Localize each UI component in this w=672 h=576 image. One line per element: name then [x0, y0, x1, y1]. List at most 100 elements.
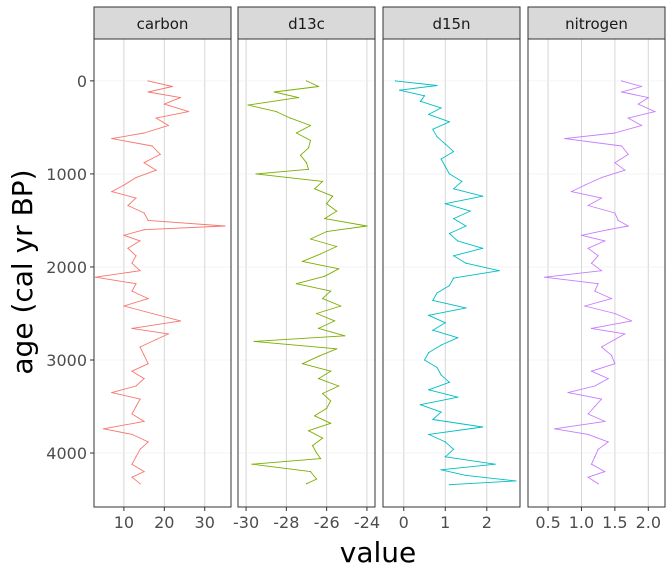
data-point [289, 117, 291, 119]
data-point [452, 217, 455, 220]
data-point [432, 418, 434, 421]
data-point [307, 430, 310, 432]
data-point [320, 253, 322, 255]
data-point [307, 168, 310, 170]
data-point [309, 238, 312, 240]
data-point [428, 433, 430, 436]
data-point [127, 204, 129, 207]
data-point [330, 370, 332, 372]
data-point [604, 420, 606, 423]
data-point [436, 366, 438, 369]
data-point [143, 354, 145, 356]
data-point [131, 413, 133, 415]
data-point [544, 276, 546, 278]
data-point [469, 210, 471, 212]
data-point [564, 137, 566, 140]
data-point [607, 378, 609, 380]
data-point [275, 110, 277, 113]
data-point [135, 385, 137, 387]
x-axis-title: value [340, 536, 416, 569]
data-point [610, 354, 613, 356]
data-point [147, 91, 149, 93]
data-point [594, 456, 596, 458]
data-point [604, 471, 606, 473]
data-point [103, 428, 105, 430]
data-point [587, 476, 589, 478]
panel-border [93, 38, 232, 508]
data-point [452, 448, 455, 450]
data-point [620, 80, 623, 82]
data-point [313, 188, 316, 190]
data-point [131, 370, 133, 372]
x-tick-label: -30 [233, 513, 259, 532]
data-point [448, 484, 451, 486]
data-point [143, 420, 145, 423]
data-point [334, 320, 336, 322]
facet-strip [382, 6, 521, 40]
data-point [614, 312, 616, 315]
y-tick-label: 1000 [46, 165, 87, 184]
y-axis: 0 1000 2000 3000 4000 [46, 72, 94, 463]
data-point [448, 173, 451, 175]
data-point [159, 153, 161, 155]
data-point [440, 374, 442, 376]
x-tick-label: 0 [399, 513, 409, 532]
data-point [305, 483, 308, 485]
panel-d15n: d15n 0 1 2 [382, 6, 521, 532]
data-point [457, 396, 459, 398]
data-point [515, 480, 517, 482]
data-point [251, 463, 253, 465]
data-point [326, 407, 328, 409]
data-point [604, 240, 606, 242]
data-point [305, 80, 308, 82]
data-point [143, 378, 145, 380]
data-point [139, 240, 141, 242]
data-point [127, 247, 129, 249]
data-point [584, 184, 586, 186]
data-point [299, 154, 302, 156]
data-point [273, 91, 275, 93]
x-tick-label: 2 [482, 513, 492, 532]
data-point [155, 169, 157, 171]
data-point [614, 132, 616, 134]
data-point [253, 340, 255, 342]
x-tick-label: 2.0 [636, 513, 661, 532]
data-point [597, 483, 599, 485]
data-point [567, 391, 569, 394]
data-point [123, 234, 125, 236]
facet-strip [237, 6, 376, 40]
facet-strip-label: carbon [137, 15, 189, 33]
x-tick-label: 30 [195, 513, 215, 532]
data-point [131, 433, 133, 436]
x-tick-label: -24 [354, 513, 380, 532]
data-point [322, 297, 324, 300]
data-point [444, 456, 446, 458]
data-point [641, 124, 643, 127]
data-point [131, 476, 133, 478]
data-point [309, 124, 312, 127]
data-point [330, 400, 332, 402]
data-point [600, 270, 603, 272]
data-point [620, 145, 623, 147]
data-point [151, 312, 153, 315]
data-point [614, 162, 616, 164]
panel-border [527, 38, 666, 508]
data-point [143, 212, 145, 214]
y-tick-label: 0 [77, 72, 87, 91]
data-point [419, 404, 421, 406]
panel-background [383, 39, 520, 507]
data-point [428, 113, 430, 115]
data-point [614, 212, 616, 214]
data-point [111, 190, 113, 193]
data-point [315, 478, 318, 480]
data-point [452, 255, 455, 257]
data-point [587, 247, 589, 249]
x-tick-label: 1 [440, 513, 450, 532]
data-point [131, 327, 133, 329]
data-point [338, 268, 340, 270]
data-point [155, 117, 157, 119]
y-axis-title: age (cal yr BP) [6, 169, 39, 374]
data-point [307, 147, 310, 149]
data-point [295, 283, 298, 285]
data-point [131, 290, 133, 292]
